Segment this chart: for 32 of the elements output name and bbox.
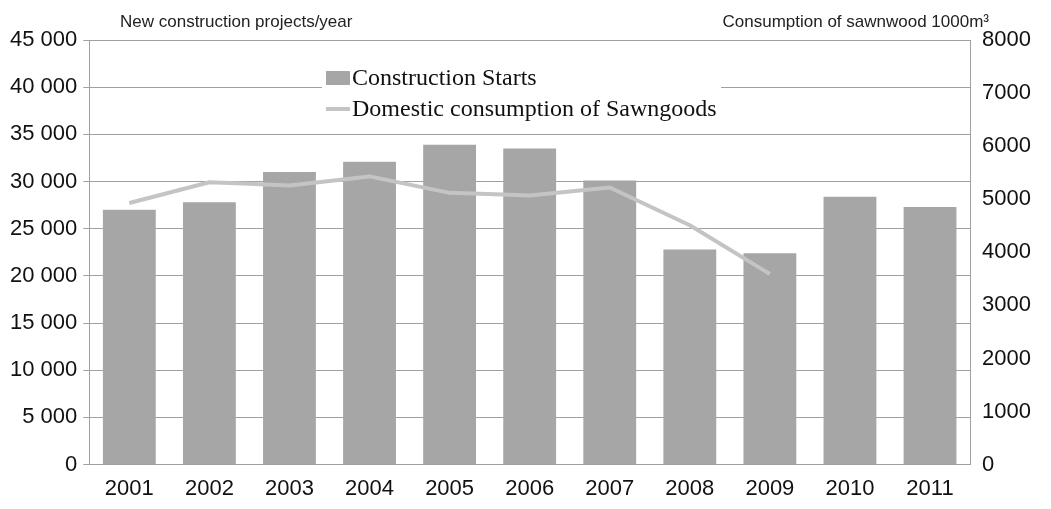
x-tick-label: 2011 [906, 474, 954, 500]
y2-tick-label: 7000 [982, 79, 1032, 105]
x-tick-label: 2002 [184, 474, 234, 500]
x-tick-label: 2001 [104, 474, 154, 500]
y-tick-label: 0 [65, 450, 78, 476]
y2-tick-label: 1000 [982, 397, 1032, 423]
y2-tick-label: 5000 [982, 185, 1032, 211]
x-tick-label: 2009 [745, 474, 795, 500]
x-tick-label: 2004 [345, 474, 395, 500]
y-tick-label: 45 000 [9, 26, 78, 52]
y-tick-label: 40 000 [9, 73, 78, 99]
x-tick-label: 2010 [825, 474, 875, 500]
y-tick-label: 30 000 [9, 167, 78, 193]
y-tick-label: 20 000 [9, 261, 78, 287]
y-axis-title: New construction projects/year [120, 12, 353, 32]
x-tick-label: 2008 [665, 474, 715, 500]
x-tick-label: 2007 [585, 474, 635, 500]
x-tick-label: 2006 [505, 474, 555, 500]
legend-label: Domestic consumption of Sawngoods [352, 95, 717, 122]
y2-tick-label: 4000 [982, 238, 1032, 264]
x-tick-label: 2003 [264, 474, 314, 500]
y-tick-label: 25 000 [9, 214, 78, 240]
x-tick-label: 2005 [425, 474, 475, 500]
y2-tick-label: 3000 [982, 291, 1032, 317]
y-tick-label: 15 000 [9, 309, 78, 335]
legend-label: Construction Starts [352, 64, 537, 91]
y2-tick-label: 0 [982, 450, 995, 476]
y-tick-label: 35 000 [9, 120, 78, 146]
y-tick-label: 5 000 [22, 403, 78, 429]
y2-tick-label: 6000 [982, 132, 1032, 158]
y2-tick-label: 2000 [982, 344, 1032, 370]
y-tick-label: 10 000 [9, 356, 78, 382]
